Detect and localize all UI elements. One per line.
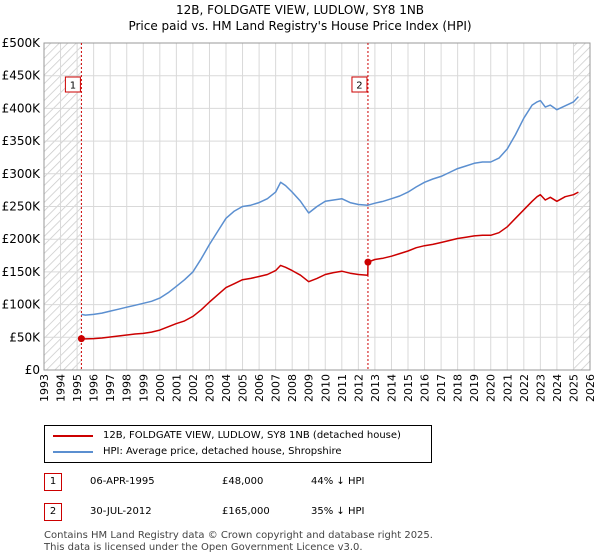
x-tick-label: 2025 [567,374,580,402]
sale-badge-box [64,76,81,93]
x-tick-label: 2016 [419,374,432,402]
y-tick-label: £250K [2,200,42,214]
chart-subtitle: Price paid vs. HM Land Registry's House … [128,19,472,33]
sale-price: £48,000 [222,476,264,487]
x-tick-label: 2024 [551,374,564,402]
x-tick-label: 1993 [38,374,51,402]
x-tick-label: 1995 [71,374,84,402]
x-tick-label: 2009 [303,374,316,402]
x-tick-label: 2017 [435,374,448,402]
sale-badge-box [351,76,368,93]
x-tick-label: 2000 [154,374,167,402]
x-tick-label: 1997 [104,374,117,402]
x-tick-label: 1999 [137,374,150,402]
legend-label-property: 12B, FOLDGATE VIEW, LUDLOW, SY8 1NB (det… [103,430,401,441]
legend-swatch-hpi [53,451,93,453]
footer-licence: This data is licensed under the Open Gov… [44,542,363,553]
sale-hpi-diff: 44% ↓ HPI [311,476,365,487]
y-tick-label: £400K [2,101,42,115]
x-tick-label: 1998 [121,374,134,402]
x-tick-label: 2003 [203,374,216,402]
legend: 12B, FOLDGATE VIEW, LUDLOW, SY8 1NB (det… [44,425,432,463]
footer-copyright: Contains HM Land Registry data © Crown c… [44,530,433,541]
x-tick-label: 2008 [286,374,299,402]
y-tick-label: £100K [2,298,42,312]
price-chart: £0 £50K £100K £150K £200K £250K £300K £350K £400… [2,36,597,402]
y-tick-label: £350K [2,134,42,148]
x-tick-label: 2020 [485,374,498,402]
sale-number-badge: 1 [44,473,62,491]
x-tick-label: 2019 [468,374,481,402]
x-tick-label: 2005 [237,374,250,402]
y-tick-label: £150K [2,265,42,279]
x-tick-label: 2018 [452,374,465,402]
x-tick-label: 2026 [584,374,597,402]
hpi-line [81,96,579,316]
x-tick-label: 2002 [187,374,200,402]
y-tick-label: £450K [2,69,42,83]
sale-hpi-diff: 35% ↓ HPI [311,506,365,517]
x-tick-label: 2015 [402,374,415,402]
y-tick-label: £500K [2,36,42,50]
sale-number-badge: 2 [44,503,62,521]
y-tick-label: £200K [2,232,42,246]
x-tick-label: 2012 [352,374,365,402]
sale-badge-label: 1 [70,81,76,92]
x-tick-label: 2007 [270,374,283,402]
x-tick-label: 1996 [88,374,101,402]
x-tick-label: 2001 [170,374,183,402]
sale-point [77,335,85,343]
sale-date: 06-APR-1995 [90,476,155,487]
x-tick-label: 2014 [385,374,398,402]
legend-label-hpi: HPI: Average price, detached house, Shro… [103,446,342,457]
property-price-line [81,191,579,340]
x-tick-label: 1994 [55,374,68,402]
y-tick-label: £300K [2,167,42,181]
y-tick-label: £0 [25,363,40,377]
x-tick-label: 2010 [319,374,332,402]
y-tick-label: £50K [9,330,41,344]
legend-swatch-property [53,435,93,437]
sale-point [364,258,372,266]
x-tick-label: 2006 [253,374,266,402]
x-tick-label: 2023 [534,374,547,402]
x-tick-label: 2004 [220,374,233,402]
sale-price: £165,000 [222,506,270,517]
plot-border [43,42,591,371]
sale-badge-label: 2 [356,81,362,92]
x-tick-label: 2013 [369,374,382,402]
x-tick-label: 2022 [518,374,531,402]
x-tick-label: 2011 [336,374,349,402]
chart-title: 12B, FOLDGATE VIEW, LUDLOW, SY8 1NB [175,3,425,17]
sale-date: 30-JUL-2012 [90,506,152,517]
x-tick-label: 2021 [501,374,514,402]
